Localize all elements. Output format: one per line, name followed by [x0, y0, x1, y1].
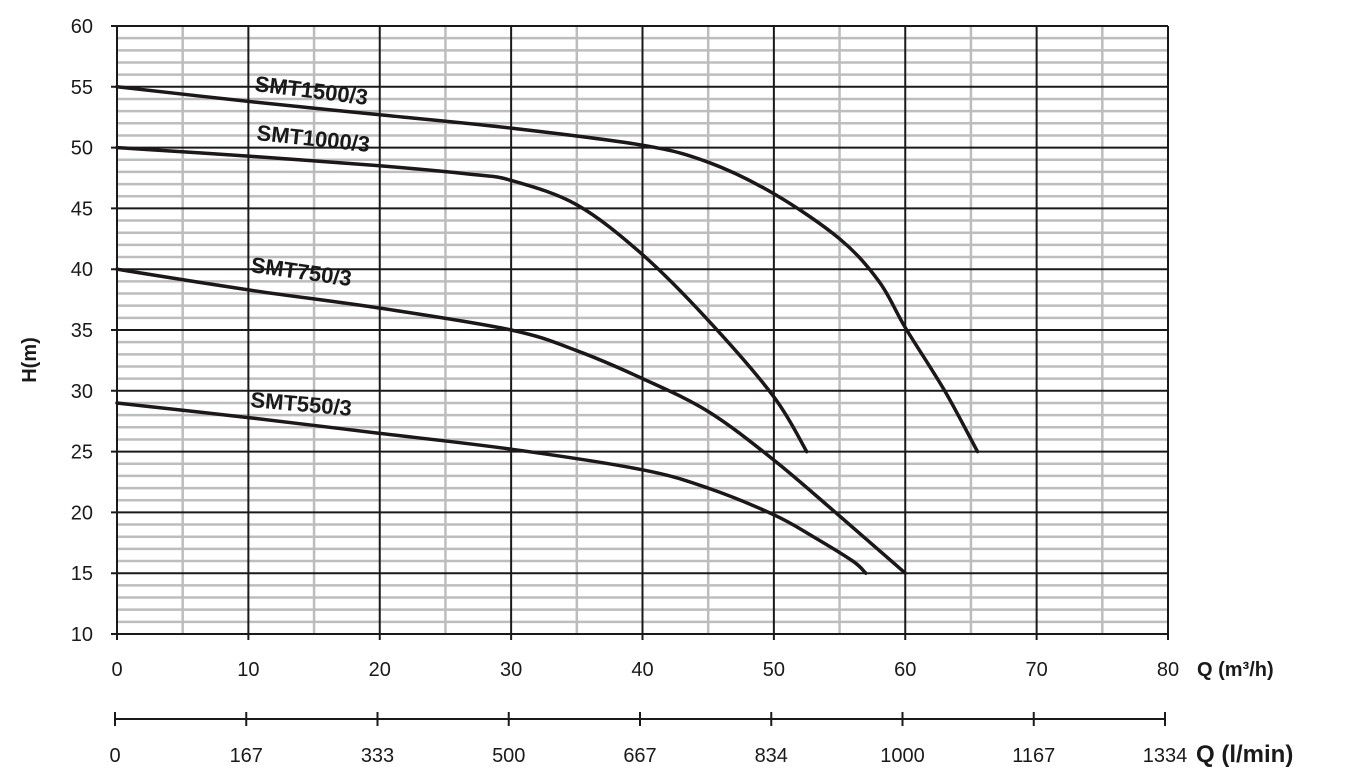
x-tick-label: 0 — [111, 659, 122, 681]
secondary-tick-label: 333 — [361, 745, 394, 767]
y-tick-label: 45 — [71, 198, 93, 220]
series-line-smt550-3 — [115, 401, 868, 575]
series-line-smt1000-3 — [115, 145, 809, 454]
x-tick-label: 50 — [763, 659, 785, 681]
x-tick-label: 30 — [500, 659, 522, 681]
x-tick-label: 40 — [631, 659, 653, 681]
secondary-tick-label: 1167 — [1012, 745, 1055, 767]
x-tick-label: 60 — [894, 659, 916, 681]
y-tick-label: 40 — [71, 259, 93, 281]
y-tick-label: 35 — [71, 320, 93, 342]
series-lines — [115, 85, 980, 575]
x-axis-label: Q (m³/h) — [1197, 659, 1274, 681]
y-axis-label: H(m) — [19, 337, 41, 383]
series-line-smt750-3 — [115, 267, 908, 575]
y-tick-label: 10 — [71, 624, 93, 646]
secondary-x-axis-label: Q (l/min) — [1196, 741, 1293, 768]
y-tick-label: 60 — [71, 16, 93, 38]
x-tick-label: 20 — [369, 659, 391, 681]
secondary-tick-label: 1334 — [1143, 745, 1188, 767]
y-tick-label: 50 — [71, 138, 93, 160]
secondary-tick-label: 0 — [109, 745, 120, 767]
secondary-tick-label: 1000 — [880, 745, 925, 767]
x-tick-label: 70 — [1026, 659, 1048, 681]
series-line-smt1500-3 — [115, 85, 980, 454]
major-grid — [111, 25, 1169, 640]
secondary-x-axis: 0 167 333 500 667 834 1000 1167 1334 — [109, 712, 1187, 767]
secondary-tick-label: 167 — [230, 745, 263, 767]
y-tick-label: 15 — [71, 563, 93, 585]
x-axis-ticks: 0 10 20 30 40 50 60 70 80 — [111, 659, 1179, 681]
secondary-tick-label: 667 — [623, 745, 656, 767]
y-axis-ticks: 10 15 20 25 30 35 40 45 50 55 60 — [71, 16, 93, 646]
y-tick-label: 30 — [71, 381, 93, 403]
y-tick-label: 55 — [71, 77, 93, 99]
x-tick-label: 10 — [237, 659, 259, 681]
secondary-tick-label: 500 — [492, 745, 525, 767]
secondary-tick-label: 834 — [755, 745, 788, 767]
y-tick-label: 25 — [71, 442, 93, 464]
y-tick-label: 20 — [71, 502, 93, 524]
x-tick-label: 80 — [1157, 659, 1179, 681]
